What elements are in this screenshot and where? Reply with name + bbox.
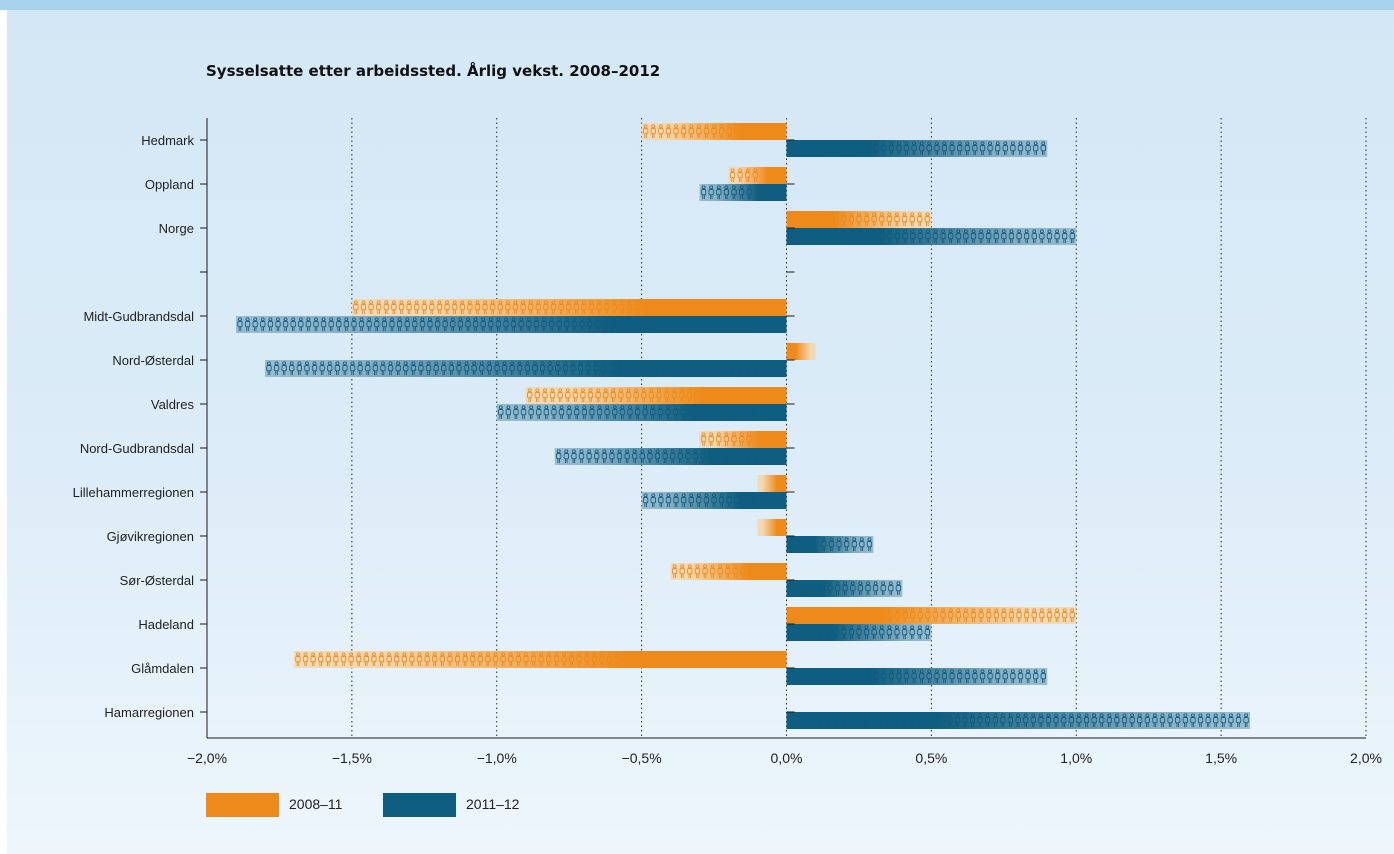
y-tick-label-oppland: Oppland	[145, 177, 194, 192]
x-tick-label-5: 0,5%	[915, 750, 947, 766]
bar-midt-gudbrandsdal-2008-11	[351, 299, 787, 316]
y-tick-label-hadeland: Hadeland	[138, 617, 194, 632]
y-tick-label-lillehammerregionen: Lillehammerregionen	[73, 485, 194, 500]
bar-glamdalen-2011-12	[786, 668, 1048, 685]
x-tick-label-1: −1,5%	[332, 750, 372, 766]
legend-swatch-2008-11	[206, 793, 279, 817]
bar-valdres-2008-11	[525, 387, 787, 404]
bar-lillehammerregionen-2008-11	[757, 475, 787, 492]
legend-swatch-2011-12	[383, 793, 456, 817]
left-edge	[0, 10, 7, 854]
x-tick-label-3: −0,5%	[622, 750, 662, 766]
bar-hedmark-2008-11	[641, 123, 787, 140]
y-tick-label-sor-osterdal: Sør-Østerdal	[120, 573, 195, 588]
bar-nord-gudbrandsdal-2008-11	[699, 431, 787, 448]
x-tick-label-6: 1,0%	[1060, 750, 1092, 766]
x-tick-label-7: 1,5%	[1205, 750, 1237, 766]
bar-oppland-2011-12	[699, 184, 787, 201]
x-tick-label-2: −1,0%	[477, 750, 517, 766]
bars-layer	[235, 123, 1251, 729]
bar-hedmark-2011-12	[786, 140, 1048, 157]
bar-sor-osterdal-2011-12	[786, 580, 903, 597]
top-bar	[0, 0, 1394, 10]
y-tick-label-valdres: Valdres	[151, 397, 195, 412]
y-tick-label-hamarregionen: Hamarregionen	[104, 705, 194, 720]
bar-gjovikregionen-2011-12	[786, 536, 874, 553]
x-tick-label-4: 0,0%	[771, 750, 803, 766]
y-tick-label-midt-gudbrandsdal: Midt-Gudbrandsdal	[83, 309, 194, 324]
y-tick-label-hedmark: Hedmark	[141, 133, 194, 148]
legend-label-2011-12: 2011–12	[466, 796, 520, 812]
bar-nord-osterdal-2008-11	[786, 343, 816, 360]
bar-sor-osterdal-2008-11	[670, 563, 787, 580]
axis-layer: Hedmark Oppland Norge Midt-Gudbrandsdal Nord…	[73, 118, 1382, 766]
y-tick-label-norge: Norge	[159, 221, 194, 236]
x-tick-label-8: 2,0%	[1350, 750, 1382, 766]
y-tick-label-glamdalen: Glåmdalen	[131, 661, 194, 676]
bar-gjovikregionen-2008-11	[757, 519, 787, 536]
y-tick-label-nord-osterdal: Nord-Østerdal	[112, 353, 194, 368]
bar-norge-2008-11	[786, 211, 932, 228]
chart-title: Sysselsatte etter arbeidssted. Årlig vek…	[206, 62, 661, 80]
legend-label-2008-11: 2008–11	[289, 796, 343, 812]
bar-lillehammerregionen-2011-12	[641, 492, 787, 509]
x-tick-label-0: −2,0%	[187, 750, 227, 766]
y-tick-label-gjovikregionen: Gjøvikregionen	[107, 529, 194, 544]
y-tick-label-nord-gudbrandsdal: Nord-Gudbrandsdal	[80, 441, 194, 456]
bar-hadeland-2011-12	[786, 624, 932, 641]
